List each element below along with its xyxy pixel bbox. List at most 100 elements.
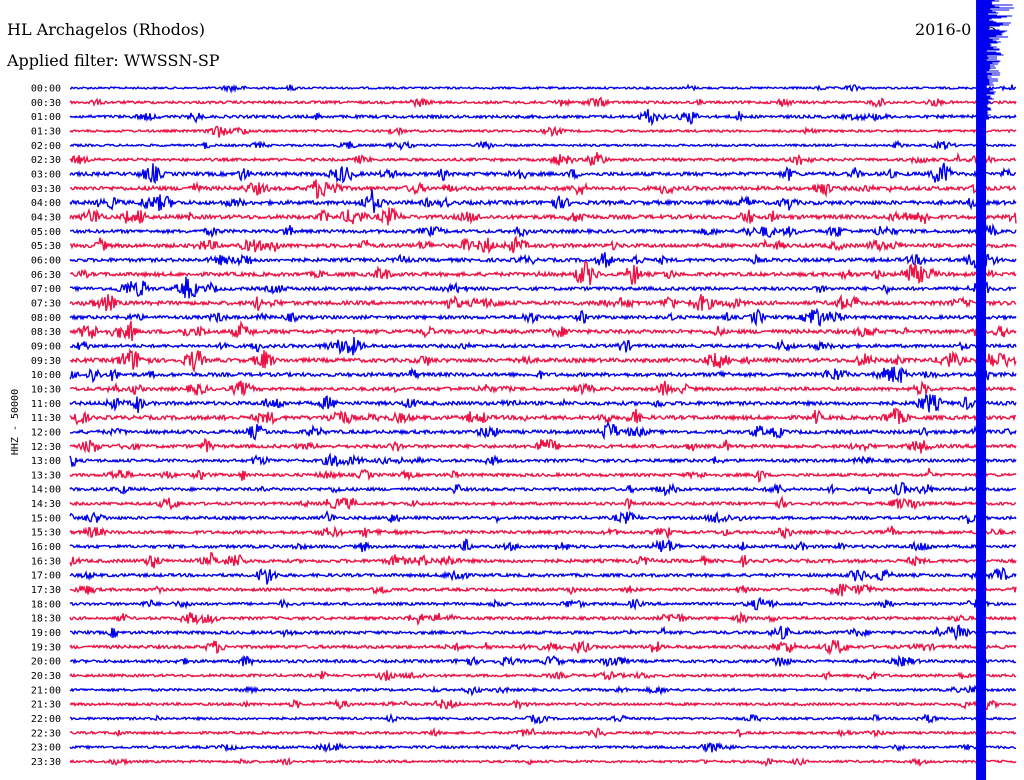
row-label: 00:00 <box>31 84 61 95</box>
trace-row <box>69 125 1017 138</box>
row-label: 01:00 <box>31 112 61 123</box>
trace-row <box>69 684 1017 697</box>
trace-row <box>69 393 1017 414</box>
row-label: 01:30 <box>31 126 61 137</box>
row-label: 17:00 <box>31 571 61 582</box>
trace-row <box>69 207 1017 226</box>
trace-row <box>69 538 1017 553</box>
row-label: 05:30 <box>31 241 61 252</box>
trace-row <box>69 654 1017 668</box>
trace-row <box>69 380 1017 398</box>
trace-row <box>69 179 1017 200</box>
trace-row <box>69 162 1017 185</box>
row-label: 07:00 <box>31 284 61 295</box>
row-label: 20:30 <box>31 671 61 682</box>
row-label: 19:30 <box>31 642 61 653</box>
trace-row <box>69 139 1016 152</box>
row-label: 02:00 <box>31 141 61 152</box>
row-label: 12:30 <box>31 442 61 453</box>
row-label: 10:30 <box>31 384 61 395</box>
row-label: 21:00 <box>31 685 61 696</box>
row-label: 14:00 <box>31 485 61 496</box>
row-label: 14:30 <box>31 499 61 510</box>
row-label: 02:30 <box>31 155 61 166</box>
trace-row <box>69 467 1017 484</box>
row-label: 08:30 <box>31 327 61 338</box>
trace-row <box>69 596 1017 611</box>
filter-label: Applied filter: WWSSN-SP <box>7 51 220 70</box>
trace-row <box>69 252 1017 269</box>
trace-row <box>69 624 1017 642</box>
trace-row <box>69 566 1017 585</box>
row-label: 19:00 <box>31 628 61 639</box>
trace-row <box>69 366 1017 384</box>
row-label: 18:00 <box>31 599 61 610</box>
trace-rows <box>69 83 1017 768</box>
trace-row <box>69 610 1017 627</box>
row-label: 11:00 <box>31 399 61 410</box>
trace-row <box>69 337 1017 356</box>
row-label: 11:30 <box>31 413 61 424</box>
row-label: 04:30 <box>31 212 61 223</box>
trace-row <box>69 698 1017 713</box>
row-label: 23:00 <box>31 743 61 754</box>
row-label: 21:30 <box>31 700 61 711</box>
row-label: 15:00 <box>31 513 61 524</box>
row-label: 08:00 <box>31 313 61 324</box>
row-label: 13:00 <box>31 456 61 467</box>
trace-row <box>69 420 1017 441</box>
row-label: 05:00 <box>31 227 61 238</box>
row-label: 06:30 <box>31 270 61 281</box>
row-label: 03:30 <box>31 184 61 195</box>
row-label: 15:30 <box>31 528 61 539</box>
trace-row <box>69 741 1017 754</box>
row-label: 03:00 <box>31 169 61 180</box>
row-label: 09:30 <box>31 356 61 367</box>
trace-row <box>69 293 1017 312</box>
trace-row <box>69 407 1017 426</box>
row-label: 20:00 <box>31 657 61 668</box>
trace-row <box>69 320 1017 342</box>
row-label: 04:00 <box>31 198 61 209</box>
station-title: HL Archagelos (Rhodos) <box>7 20 205 39</box>
event-coda <box>980 0 1014 120</box>
row-label: 16:30 <box>31 556 61 567</box>
trace-row <box>69 452 1017 468</box>
row-label: 10:00 <box>31 370 61 381</box>
trace-row <box>69 260 1017 286</box>
trace-row <box>69 276 1017 299</box>
trace-row <box>69 437 1017 454</box>
trace-row <box>69 235 1017 254</box>
row-label: 17:30 <box>31 585 61 596</box>
event-band <box>976 0 987 780</box>
trace-row <box>69 348 1017 374</box>
row-label: 00:30 <box>31 98 61 109</box>
row-label: 22:30 <box>31 728 61 739</box>
trace-row <box>69 551 1017 569</box>
trace-row <box>69 96 1017 109</box>
trace-row <box>69 151 1017 166</box>
row-label: 12:00 <box>31 427 61 438</box>
trace-row <box>69 494 1017 511</box>
trace-row <box>69 639 1017 656</box>
trace-row <box>69 670 1017 682</box>
row-label: 23:30 <box>31 757 61 768</box>
row-label: 06:00 <box>31 255 61 266</box>
row-label: 16:00 <box>31 542 61 553</box>
row-label: 09:00 <box>31 341 61 352</box>
trace-row <box>69 481 1017 497</box>
trace-row <box>69 756 1017 768</box>
row-label: 18:30 <box>31 614 61 625</box>
trace-row <box>69 307 1017 328</box>
trace-row <box>69 83 1017 94</box>
trace-row <box>69 189 1017 213</box>
row-labels: 00:00 00:30 01:00 01:30 02:00 02:30 03:00 03:30… <box>31 84 61 769</box>
row-label: 22:00 <box>31 714 61 725</box>
trace-row <box>69 583 1017 597</box>
trace-row <box>69 108 1017 127</box>
trace-row <box>69 726 1017 739</box>
large-event-band <box>976 0 1014 780</box>
trace-row <box>69 509 1017 525</box>
trace-row <box>69 525 1017 540</box>
